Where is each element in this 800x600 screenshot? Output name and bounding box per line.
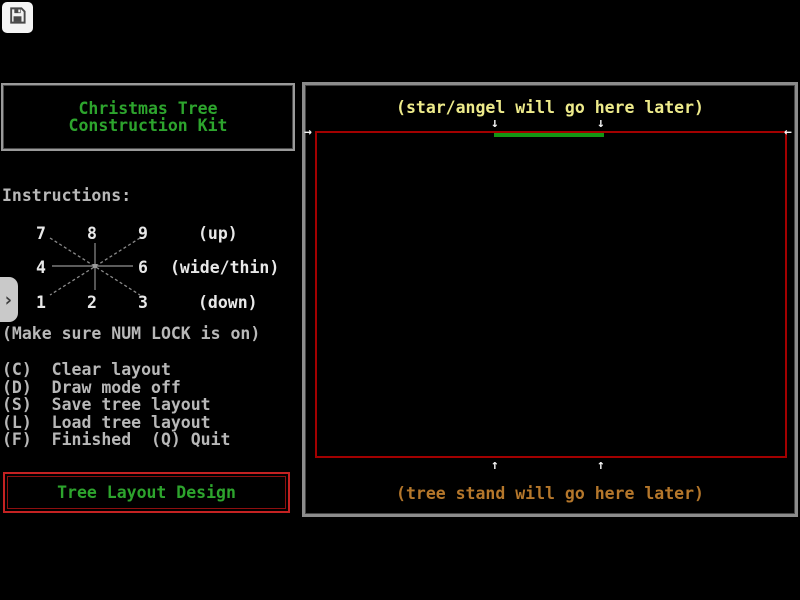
- app-title-line2: Construction Kit: [68, 116, 228, 135]
- numpad-star-lines: [49, 237, 141, 296]
- numlock-note: (Make sure NUM LOCK is on): [2, 324, 261, 343]
- arrow-right-icon: →: [304, 125, 312, 140]
- menu-item-finished-quit: (F) Finished (Q) Quit: [2, 430, 231, 449]
- numpad-key-9: 9: [138, 224, 148, 243]
- arrow-left-icon: ←: [784, 125, 792, 140]
- arrow-down-icon: ↓: [491, 116, 499, 131]
- numpad-key-3: 3: [138, 293, 148, 312]
- numpad-key-1: 1: [36, 293, 46, 312]
- numpad-key-2: 2: [87, 293, 97, 312]
- tree-stand-caption: (tree stand will go here later): [396, 484, 704, 503]
- design-panel: [302, 82, 798, 517]
- numpad-key-4: 4: [36, 258, 46, 277]
- menu-item-load: (L) Load tree layout: [2, 412, 211, 432]
- app-title-box: Christmas Tree Construction Kit: [1, 83, 295, 151]
- arrow-up-icon: ↑: [491, 458, 499, 473]
- numpad-label-down: (down): [198, 293, 258, 312]
- star-angel-caption: (star/angel will go here later): [396, 98, 704, 117]
- menu-item-clear: (C) Clear layout: [2, 360, 171, 379]
- arrow-up-icon: ↑: [597, 458, 605, 473]
- numpad-key-8: 8: [87, 224, 97, 243]
- mode-label: Tree Layout Design: [57, 483, 236, 502]
- app-title-line1: Christmas Tree: [78, 98, 218, 118]
- numpad-diagram: 7 8 9 4 6 1 2 3 (up) (wide/thin) (down): [0, 0, 300, 340]
- numpad-key-6: 6: [138, 258, 148, 277]
- instructions-heading: Instructions:: [2, 186, 132, 205]
- menu-item-draw-mode: (D) Draw mode off: [2, 377, 181, 397]
- tree-top-segment: [494, 133, 604, 137]
- numpad-label-up: (up): [198, 224, 238, 243]
- menu-item-save: (S) Save tree layout: [2, 395, 211, 414]
- chevron-right-icon: ›: [2, 288, 14, 311]
- numpad-label-wide-thin: (wide/thin): [170, 258, 280, 277]
- sidebar-toggle-button[interactable]: ›: [0, 277, 18, 322]
- tree-layout-canvas[interactable]: [315, 131, 787, 458]
- command-menu: (C) Clear layout (D) Draw mode off (S) S…: [2, 361, 230, 449]
- save-state-button[interactable]: [2, 2, 33, 33]
- floppy-disk-icon: [8, 6, 27, 29]
- mode-indicator-box: Tree Layout Design: [3, 472, 290, 513]
- arrow-down-icon: ↓: [597, 116, 605, 131]
- numpad-key-7: 7: [36, 224, 46, 243]
